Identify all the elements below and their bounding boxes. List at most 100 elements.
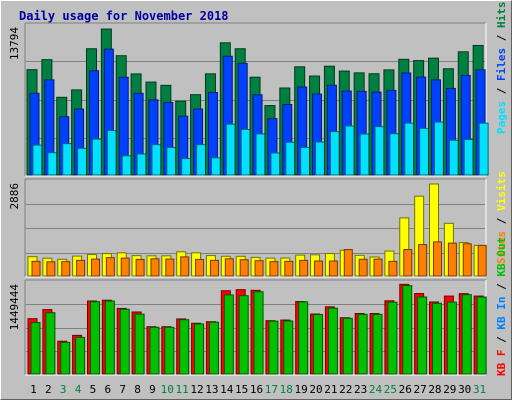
kb-out-bar: [30, 322, 41, 375]
pages-bar: [210, 157, 221, 176]
chart-title: Daily usage for November 2018: [19, 9, 229, 23]
visits-legend-entry: Visits: [495, 171, 508, 211]
hits-legend: Pages / Files / Hits: [495, 2, 508, 135]
sites-bar: [388, 260, 398, 277]
sites-bar: [433, 241, 443, 277]
sites-bar: [447, 242, 457, 277]
sites-bar: [76, 259, 86, 277]
kb-out-bar: [208, 321, 219, 375]
pages-bar: [478, 122, 489, 176]
hits-y-max-label: 13794: [8, 27, 21, 60]
kb-out-bar: [461, 294, 472, 375]
sites-bar: [195, 258, 205, 277]
day-label: 25: [384, 383, 397, 396]
pages-bar: [181, 158, 192, 176]
sites-bar: [373, 258, 383, 277]
day-label: 15: [235, 383, 248, 396]
pages-bar: [225, 123, 236, 176]
day-label: 22: [339, 383, 352, 396]
kb-out-bar: [417, 296, 428, 375]
kbytes-legend-entry: KB In: [495, 297, 508, 330]
day-label: 23: [354, 383, 367, 396]
kb-out-bar: [89, 301, 100, 375]
pages-bar: [151, 144, 162, 176]
hits-legend-entry: Files: [495, 48, 508, 81]
hits-legend-separator: /: [495, 81, 508, 101]
pages-bar: [62, 143, 73, 176]
day-label: 6: [104, 383, 111, 396]
kb-out-bar: [357, 313, 368, 375]
pages-bar: [255, 133, 266, 176]
kb-out-bar: [327, 307, 338, 375]
day-label: 14: [220, 383, 234, 396]
kb-out-bar: [342, 317, 353, 375]
pages-bar: [389, 133, 400, 176]
sites-bar: [403, 249, 413, 277]
pages-bar: [106, 130, 117, 176]
day-label: 30: [458, 383, 471, 396]
day-label: 19: [294, 383, 307, 396]
pages-bar: [315, 141, 326, 176]
sites-bar: [477, 244, 487, 277]
kbytes-legend-separator: /: [495, 277, 508, 297]
kb-out-bar: [194, 323, 205, 375]
visits-legend: Sites / Visits: [495, 171, 508, 264]
day-label: 28: [428, 383, 441, 396]
day-label: 17: [265, 383, 278, 396]
pages-bar: [196, 144, 207, 176]
kb-out-bar: [313, 314, 324, 375]
kb-out-bar: [119, 308, 130, 375]
kbytes-legend-separator: /: [495, 330, 508, 350]
day-label: 4: [75, 383, 82, 396]
pages-bar: [463, 139, 474, 176]
day-label: 12: [190, 383, 203, 396]
sites-bar: [165, 258, 175, 277]
pages-bar: [77, 147, 88, 176]
kb-out-bar: [387, 301, 398, 375]
sites-bar: [343, 249, 353, 277]
sites-bar: [46, 261, 56, 277]
kbytes-y-max-label: 1449444: [8, 284, 21, 331]
pages-bar: [240, 128, 251, 176]
sites-bar: [462, 243, 472, 277]
sites-bar: [358, 258, 368, 277]
pages-bar: [285, 141, 296, 176]
pages-bar: [404, 122, 415, 176]
sites-bar: [254, 260, 264, 277]
day-label: 20: [309, 383, 322, 396]
sites-bar: [328, 260, 338, 277]
kb-out-bar: [179, 319, 190, 375]
kb-out-bar: [402, 285, 413, 375]
kbytes-legend: KB F / KB In / KB Out: [495, 237, 508, 376]
sites-bar: [239, 259, 249, 277]
pages-bar: [121, 155, 132, 176]
kb-out-bar: [268, 320, 279, 375]
kb-out-bar: [104, 300, 115, 375]
day-label: 1: [30, 383, 37, 396]
day-label: 7: [119, 383, 126, 396]
day-label: 8: [134, 383, 141, 396]
kb-out-bar: [164, 326, 175, 375]
pages-bar: [270, 152, 281, 176]
day-label: 21: [324, 383, 337, 396]
day-label: 13: [205, 383, 218, 396]
kb-out-bar: [45, 312, 56, 375]
sites-bar: [284, 260, 294, 277]
kb-out-bar: [372, 313, 383, 375]
hits-legend-separator: /: [495, 28, 508, 48]
kb-out-bar: [149, 326, 160, 375]
day-label: 24: [369, 383, 383, 396]
visits-y-max-label: 2886: [8, 183, 21, 210]
pages-bar: [136, 153, 147, 176]
day-label: 26: [399, 383, 412, 396]
kbytes-legend-entry: KB Out: [495, 237, 508, 277]
pages-bar: [32, 144, 43, 176]
sites-bar: [209, 259, 219, 277]
kb-out-bar: [134, 313, 145, 375]
sites-bar: [299, 259, 309, 277]
day-label: 2: [45, 383, 52, 396]
pages-bar: [329, 131, 340, 176]
visits-legend-entry: Sites: [495, 231, 508, 264]
pages-bar: [91, 138, 102, 176]
